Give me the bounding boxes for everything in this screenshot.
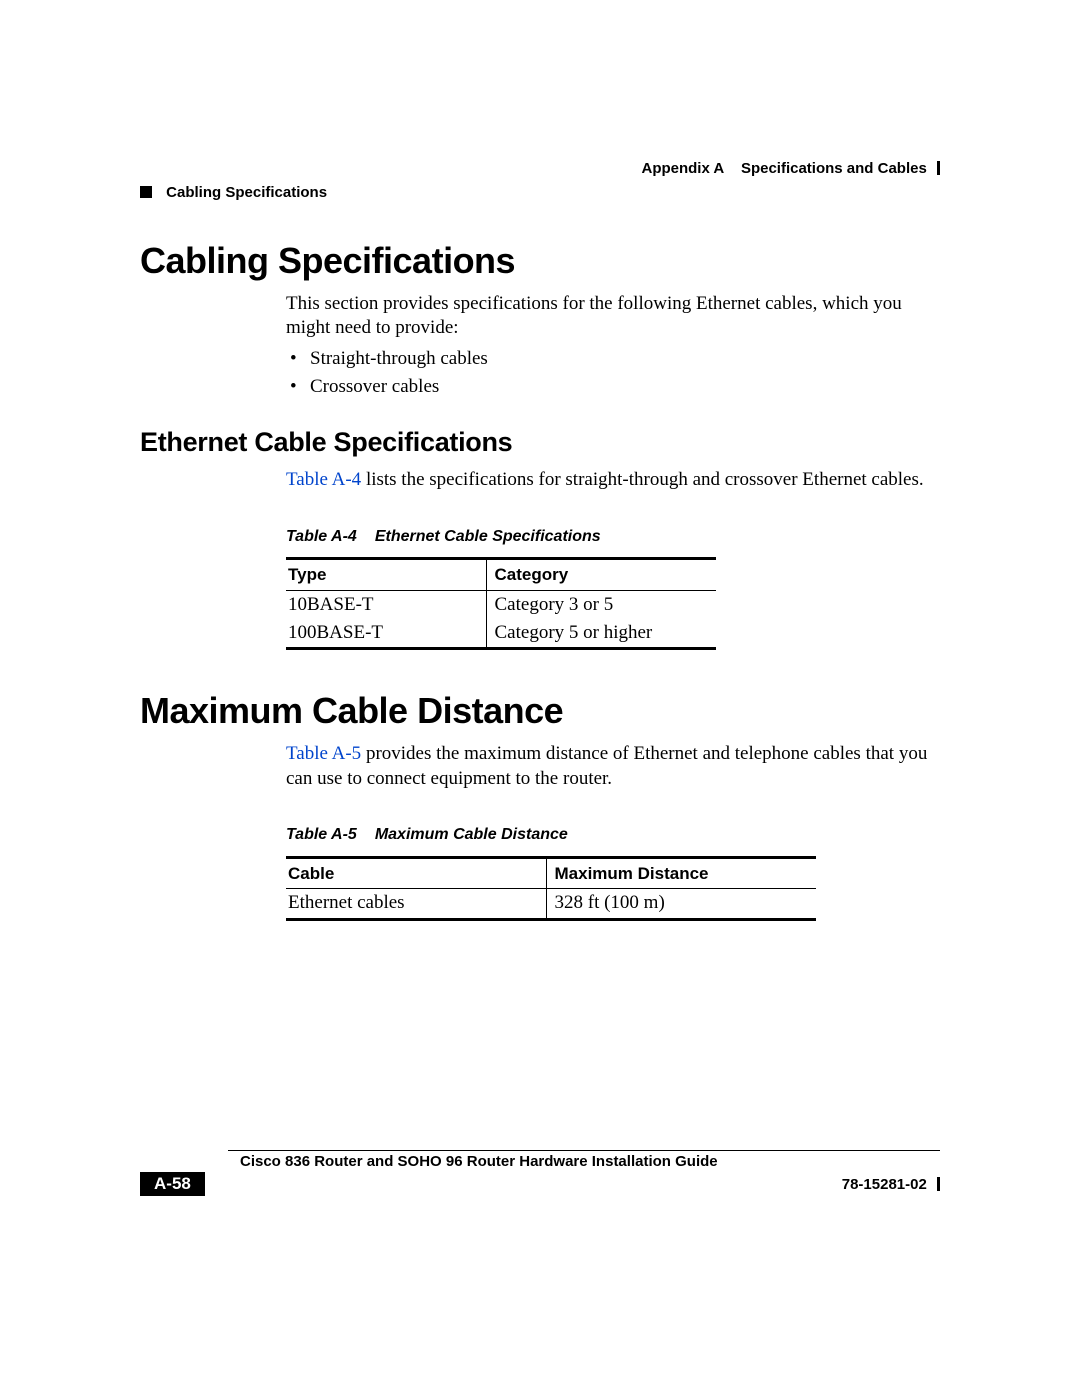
header-separator-icon (937, 161, 940, 175)
cell: Category 5 or higher (486, 619, 716, 649)
table-a5-xref[interactable]: Table A-5 (286, 743, 361, 764)
list-item: Crossover cables (286, 375, 940, 399)
appendix-label: Appendix A (641, 160, 724, 177)
running-header-left: Cabling Specifications (140, 184, 327, 201)
h2-ethernet-cable-specs: Ethernet Cable Specifications (140, 427, 940, 458)
col-header: Category (486, 559, 716, 591)
col-header: Type (286, 559, 486, 591)
table-row: 10BASE-T Category 3 or 5 (286, 590, 716, 619)
table-row: 100BASE-T Category 5 or higher (286, 619, 716, 649)
ethernet-body: Table A-4 lists the specifications for s… (286, 468, 940, 650)
cabling-intro: This section provides specifications for… (286, 292, 940, 341)
cell: 100BASE-T (286, 619, 486, 649)
maxdist-body: Table A-5 provides the maximum distance … (286, 742, 940, 920)
cell: 328 ft (100 m) (546, 889, 816, 919)
doc-number: 78-15281-02 (842, 1176, 940, 1193)
cabling-bullets: Straight-through cables Crossover cables (286, 347, 940, 400)
h1-cabling-specifications: Cabling Specifications (140, 240, 940, 282)
caption-number: Table A-4 (286, 528, 357, 545)
maxdist-intro: Table A-5 provides the maximum distance … (286, 742, 940, 791)
ethernet-intro: Table A-4 lists the specifications for s… (286, 468, 940, 492)
caption-title: Maximum Cable Distance (375, 826, 568, 843)
h1-max-cable-distance: Maximum Cable Distance (140, 690, 940, 732)
cell: Ethernet cables (286, 889, 546, 919)
table-row: Ethernet cables 328 ft (100 m) (286, 889, 816, 919)
doc-number-text: 78-15281-02 (842, 1176, 927, 1193)
col-header: Cable (286, 857, 546, 889)
ethernet-intro-rest: lists the specifications for straight-th… (361, 469, 923, 490)
cabling-body: This section provides specifications for… (286, 292, 940, 399)
caption-title: Ethernet Cable Specifications (375, 528, 601, 545)
chapter-label: Specifications and Cables (741, 160, 927, 177)
footer-guide-title: Cisco 836 Router and SOHO 96 Router Hard… (240, 1153, 940, 1170)
cell: 10BASE-T (286, 590, 486, 619)
header-square-icon (140, 186, 152, 198)
table-a4-caption: Table A-4 Ethernet Cable Specifications (286, 527, 940, 547)
section-label: Cabling Specifications (166, 184, 327, 201)
footer-separator-icon (937, 1177, 940, 1191)
table-a5: Cable Maximum Distance Ethernet cables 3… (286, 856, 816, 921)
running-header-right: Appendix A Specifications and Cables (641, 160, 940, 177)
table-a4-xref[interactable]: Table A-4 (286, 469, 361, 490)
cell: Category 3 or 5 (486, 590, 716, 619)
caption-number: Table A-5 (286, 826, 357, 843)
table-a4: Type Category 10BASE-T Category 3 or 5 1… (286, 557, 716, 650)
footer-rule (228, 1150, 940, 1151)
col-header: Maximum Distance (546, 857, 816, 889)
page-footer: Cisco 836 Router and SOHO 96 Router Hard… (140, 1150, 940, 1196)
table-a5-caption: Table A-5 Maximum Cable Distance (286, 825, 940, 845)
list-item: Straight-through cables (286, 347, 940, 371)
maxdist-intro-rest: provides the maximum distance of Etherne… (286, 743, 927, 788)
page-number-badge: A-58 (140, 1172, 205, 1196)
